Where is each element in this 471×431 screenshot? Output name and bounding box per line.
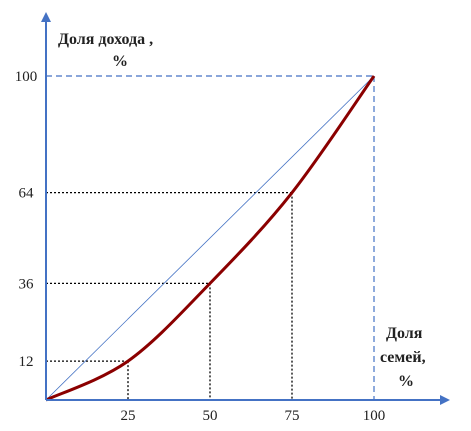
lorenz-curve bbox=[45, 75, 376, 402]
equality-line bbox=[45, 75, 375, 401]
x-axis-label-line1: Доля bbox=[386, 325, 423, 342]
y-tick-label-100: 100 bbox=[15, 69, 38, 85]
guide-lines bbox=[46, 191, 293, 400]
x-tick-label-50: 50 bbox=[203, 408, 218, 424]
x-axis-label-line3: % bbox=[398, 373, 414, 390]
y-tick-labels: 12 36 64 100 bbox=[15, 69, 38, 370]
y-axis-label-line1: Доля дохода , bbox=[58, 31, 153, 48]
x-axis-label-line2: семей, bbox=[380, 349, 426, 366]
y-tick-label-12: 12 bbox=[19, 354, 34, 370]
x-tick-label-75: 75 bbox=[285, 408, 300, 424]
x-tick-labels: 25 50 75 100 bbox=[121, 408, 386, 424]
x-tick-label-100: 100 bbox=[363, 408, 386, 424]
y-tick-label-36: 36 bbox=[19, 276, 35, 292]
x-tick-label-25: 25 bbox=[121, 408, 136, 424]
y-tick-label-64: 64 bbox=[19, 186, 35, 202]
y-axis-label-line2: % bbox=[112, 53, 128, 70]
